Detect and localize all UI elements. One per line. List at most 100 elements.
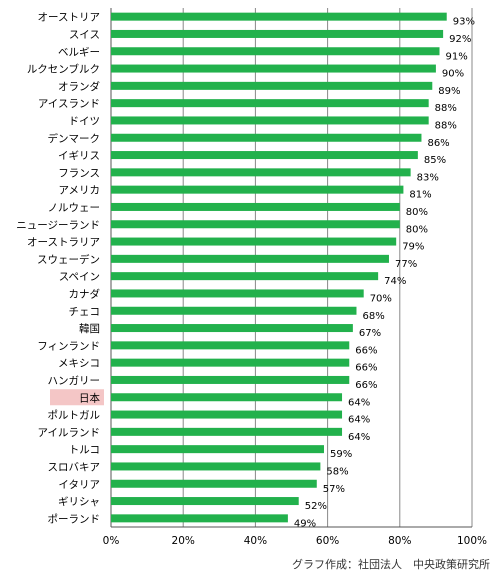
category-label: イギリス: [58, 150, 100, 162]
value-label: 81%: [409, 190, 431, 201]
bar: [111, 462, 321, 471]
category-label: スペイン: [59, 271, 100, 283]
bar: [111, 116, 429, 125]
category-label: メキシコ: [58, 358, 100, 370]
value-label: 64%: [348, 432, 370, 443]
category-label: ポルトガル: [48, 410, 101, 422]
x-tick-label: 100%: [457, 535, 487, 547]
category-label: オーストリア: [38, 12, 100, 24]
category-label: イタリア: [58, 479, 100, 491]
value-label: 52%: [305, 501, 327, 512]
value-label: 57%: [323, 484, 345, 495]
value-label: 66%: [355, 380, 377, 391]
category-label: ギリシャ: [58, 496, 100, 508]
category-label: トルコ: [69, 444, 100, 456]
value-label: 90%: [442, 69, 464, 80]
category-label: オーストラリア: [27, 237, 100, 249]
bar: [111, 341, 350, 350]
bar: [111, 168, 411, 177]
value-label: 68%: [362, 311, 384, 322]
bar: [111, 289, 364, 298]
bar: [111, 272, 379, 281]
value-label: 59%: [330, 449, 352, 460]
bar: [111, 306, 357, 315]
bar: [111, 324, 353, 333]
bar: [111, 410, 343, 419]
category-label: 韓国: [79, 323, 100, 335]
bar: [111, 47, 440, 56]
value-label: 85%: [424, 155, 446, 166]
value-label: 77%: [395, 259, 417, 270]
value-labels: 93% 92% 91% 90% 89% 88% 88% 86% 85% 83% 81% 80% 80% 7…: [294, 17, 475, 530]
x-tick-label: 20%: [172, 535, 195, 547]
bar: [111, 358, 350, 367]
category-label: アイルランド: [38, 427, 100, 439]
bar: [111, 133, 422, 142]
value-label: 89%: [438, 86, 460, 97]
value-label: 64%: [348, 415, 370, 426]
category-label: カナダ: [69, 287, 101, 300]
category-label: スイス: [69, 29, 100, 41]
bar: [111, 185, 404, 194]
category-label: ポーランド: [48, 513, 101, 525]
value-label: 79%: [402, 242, 424, 253]
category-labels: オーストリアスイスベルギールクセンブルクオランダアイスランドドイツデンマークイギ…: [16, 12, 100, 526]
x-tick-label: 60%: [316, 535, 339, 547]
bar: [111, 237, 397, 246]
value-label: 66%: [355, 363, 377, 374]
value-label: 70%: [370, 293, 392, 304]
category-label: 日本: [79, 391, 100, 404]
bars: [111, 12, 447, 523]
bar: [111, 220, 400, 229]
category-label: チェコ: [69, 306, 101, 318]
value-label: 88%: [435, 120, 457, 131]
bar: [111, 497, 299, 506]
category-label: ドイツ: [69, 115, 101, 127]
value-label: 83%: [417, 172, 439, 183]
value-label: 88%: [435, 103, 457, 114]
value-label: 92%: [449, 34, 471, 45]
bar: [111, 64, 436, 73]
bar: [111, 151, 418, 160]
category-label: デンマーク: [48, 132, 101, 145]
bar: [111, 81, 433, 90]
category-label: アメリカ: [59, 185, 100, 197]
x-tick-label: 80%: [388, 535, 411, 547]
bar: [111, 375, 350, 384]
highlight-box: [50, 389, 104, 406]
category-label: ベルギー: [58, 46, 100, 58]
value-label: 80%: [406, 207, 428, 218]
value-label: 66%: [355, 345, 377, 356]
value-label: 93%: [453, 17, 475, 28]
bar: [111, 202, 400, 211]
category-label: ハンガリー: [48, 375, 101, 387]
x-tick-labels: 0% 20% 40% 60% 80% 100%: [103, 535, 487, 547]
value-label: 74%: [384, 276, 406, 287]
category-label: ルクセンブルク: [27, 63, 100, 76]
bar: [111, 514, 288, 523]
category-label: フィンランド: [37, 340, 100, 352]
bar: [111, 12, 447, 21]
category-label: スウェーデン: [37, 253, 100, 266]
category-label: スロバキア: [48, 461, 101, 473]
bar: [111, 29, 444, 38]
x-tick-label: 0%: [103, 535, 120, 547]
value-label: 80%: [406, 224, 428, 235]
bar: [111, 99, 429, 108]
bar: [111, 393, 343, 402]
bar: [111, 427, 343, 436]
chart-credit: グラフ作成：社団法人 中央政策研究所: [292, 558, 490, 571]
bar: [111, 254, 389, 263]
category-label: アイスランド: [38, 98, 100, 110]
value-label: 67%: [359, 328, 381, 339]
value-label: 86%: [427, 138, 449, 149]
value-label: 91%: [446, 51, 468, 62]
category-label: フランス: [58, 167, 100, 179]
grid-lines: [110, 8, 473, 528]
category-label: オランダ: [58, 80, 100, 93]
category-label: ニュージーランド: [16, 219, 100, 231]
x-tick-label: 40%: [244, 535, 267, 547]
value-label: 64%: [348, 397, 370, 408]
value-label: 49%: [294, 518, 316, 529]
